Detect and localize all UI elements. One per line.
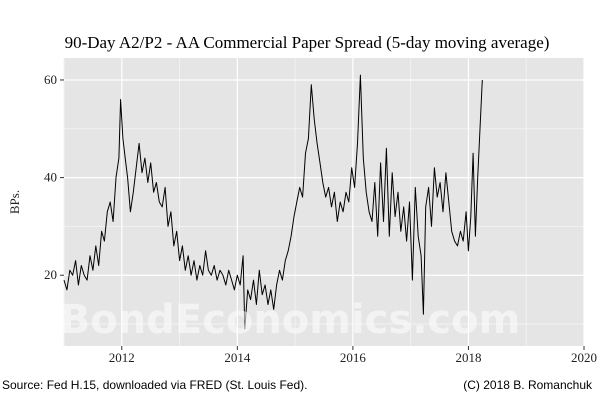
y-tick-label: 40 <box>44 170 57 185</box>
x-tick-label: 2014 <box>224 350 251 365</box>
chart-title: 90-Day A2/P2 - AA Commercial Paper Sprea… <box>65 33 550 52</box>
y-tick-label: 20 <box>44 267 57 282</box>
credit-note: (C) 2018 B. Romanchuk <box>463 378 593 392</box>
plot-panel <box>64 58 584 346</box>
x-tick-label: 2018 <box>455 350 481 365</box>
series-line <box>63 74 483 330</box>
y-tick-label: 60 <box>44 72 57 87</box>
watermark-text: BondEconomics.com <box>60 297 521 343</box>
x-tick-label: 2020 <box>571 350 597 365</box>
x-tick-label: 2012 <box>109 350 135 365</box>
x-tick-label: 2016 <box>340 350 367 365</box>
grid-lines <box>63 58 585 346</box>
y-axis-label: BPs. <box>7 190 22 214</box>
source-note: Source: Fed H.15, downloaded via FRED (S… <box>2 378 307 392</box>
